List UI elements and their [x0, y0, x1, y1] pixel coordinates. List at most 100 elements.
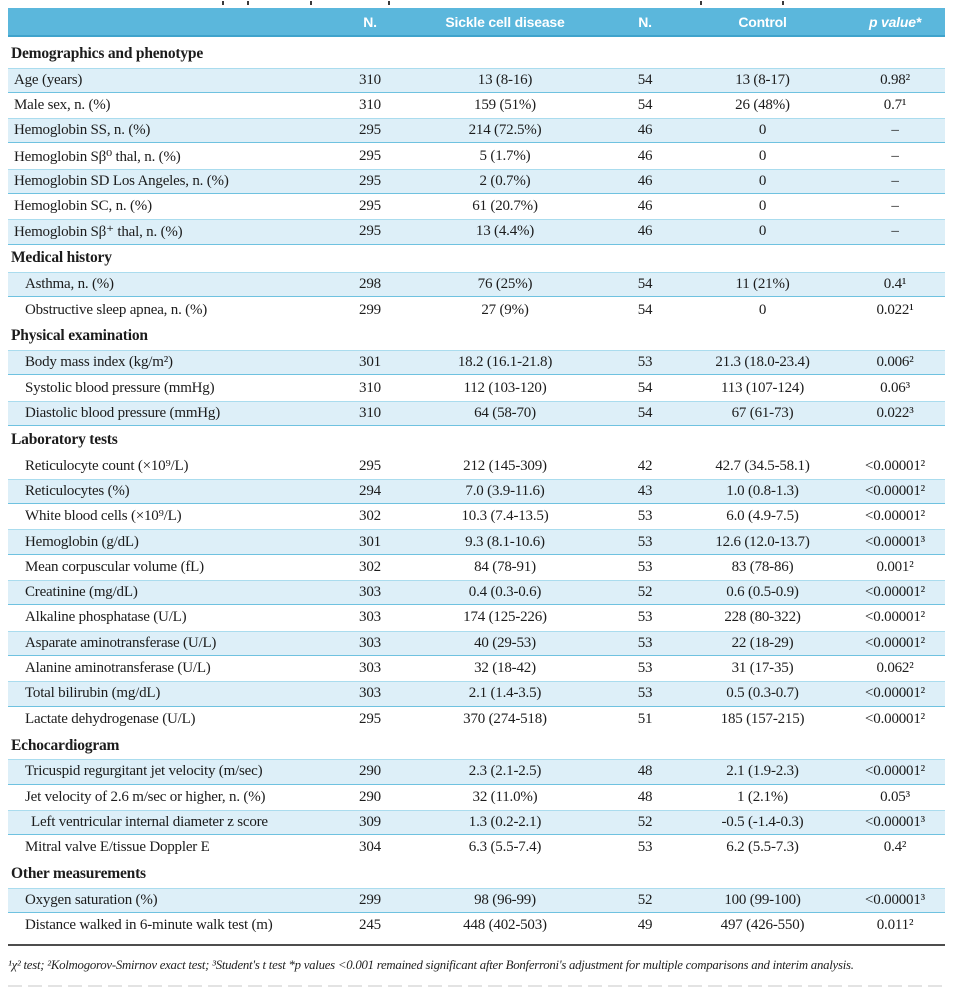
table-row: Age (years) 310 13 (8-16) 54 13 (8-17) 0.98² [8, 67, 945, 93]
n-control-cell: 54 [637, 404, 653, 421]
scd-value-cell: 2.1 (1.4-3.5) [468, 685, 542, 702]
row-label-cell: Hemoglobin SC, n. (%) [14, 198, 152, 215]
column-header-sickle-cell-disease: Sickle cell disease [445, 13, 565, 30]
footnote-divider-rule [8, 944, 945, 946]
scd-value-cell: 64 (58-70) [474, 404, 536, 421]
p-value-cell: 0.98² [880, 71, 910, 88]
row-label-cell: Hemoglobin (g/dL) [25, 533, 139, 550]
control-value-cell: 21.3 (18.0-23.4) [715, 354, 810, 371]
section-title: Physical examination [11, 327, 148, 345]
p-value-cell: <0.00001² [865, 710, 925, 727]
caption-descender-mark [782, 1, 784, 5]
table-row: White blood cells (×10⁹/L) 302 10.3 (7.4-1… [8, 504, 945, 529]
control-value-cell: 11 (21%) [735, 276, 790, 293]
p-value-cell: <0.00001² [865, 457, 925, 474]
row-label-cell: Hemoglobin SS, n. (%) [14, 122, 151, 139]
n-scd-cell: 298 [359, 276, 381, 293]
n-control-cell: 48 [637, 763, 653, 780]
control-value-cell: 0 [758, 223, 767, 240]
n-control-cell: 54 [637, 301, 653, 318]
n-scd-cell: 295 [359, 457, 381, 474]
caption-descender-mark [700, 1, 702, 5]
scd-value-cell: 2.3 (2.1-2.5) [468, 763, 542, 780]
n-scd-cell: 304 [359, 839, 381, 856]
n-scd-cell: 309 [359, 814, 381, 831]
n-scd-cell: 295 [359, 172, 381, 189]
row-label-cell: Jet velocity of 2.6 m/sec or higher, n. … [25, 788, 266, 805]
column-header-n-control: N. [638, 13, 652, 30]
table-row: Jet velocity of 2.6 m/sec or higher, n. … [8, 785, 945, 810]
scd-value-cell: 214 (72.5%) [468, 122, 542, 139]
n-control-cell: 49 [637, 917, 653, 934]
p-value-cell: – [891, 122, 899, 139]
p-value-cell: – [891, 147, 899, 164]
n-control-cell: 46 [637, 122, 653, 139]
row-label-cell: Asthma, n. (%) [25, 276, 114, 293]
n-control-cell: 46 [637, 172, 653, 189]
control-value-cell: 0 [758, 301, 767, 318]
table-row: Obstructive sleep apnea, n. (%) 299 27 (9%… [8, 297, 945, 322]
n-control-cell: 53 [637, 839, 653, 856]
scd-value-cell: 9.3 (8.1-10.6) [465, 533, 545, 550]
scd-value-cell: 2 (0.7%) [479, 172, 531, 189]
table-row: Total bilirubin (mg/dL) 303 2.1 (1.4-3.5) 5… [8, 681, 945, 707]
n-control-cell: 53 [637, 634, 653, 651]
n-scd-cell: 310 [359, 96, 381, 113]
n-scd-cell: 299 [359, 892, 381, 909]
scd-value-cell: 174 (125-226) [463, 609, 547, 626]
scd-value-cell: 32 (18-42) [474, 660, 536, 677]
p-value-cell: – [891, 198, 899, 215]
scd-value-cell: 27 (9%) [481, 301, 529, 318]
table-row: Reticulocytes (%) 294 7.0 (3.9-11.6) 43 1.0 … [8, 478, 945, 505]
n-control-cell: 53 [637, 354, 653, 371]
p-value-cell: <0.00001³ [865, 814, 925, 831]
n-control-cell: 51 [637, 710, 653, 727]
n-scd-cell: 290 [359, 763, 381, 780]
n-control-cell: 46 [637, 198, 653, 215]
n-control-cell: 53 [637, 508, 653, 525]
control-value-cell: -0.5 (-1.4-0.3) [721, 814, 804, 831]
n-scd-cell: 303 [359, 584, 381, 601]
section-title: Medical history [11, 249, 112, 267]
scd-value-cell: 18.2 (16.1-21.8) [457, 354, 553, 371]
p-value-cell: 0.011² [876, 917, 914, 934]
control-value-cell: 0 [758, 147, 767, 164]
n-scd-cell: 245 [359, 917, 381, 934]
row-label-cell: Mitral valve E/tissue Doppler E [25, 839, 210, 856]
p-value-cell: 0.4¹ [883, 276, 907, 293]
row-label-cell: White blood cells (×10⁹/L) [25, 508, 182, 525]
footnote: ¹χ² test; ²Kolmogorov-Smirnov exact test… [8, 958, 854, 972]
n-scd-cell: 303 [359, 660, 381, 677]
control-value-cell: 100 (99-100) [724, 892, 801, 909]
control-value-cell: 0.6 (0.5-0.9) [726, 584, 799, 601]
n-scd-cell: 295 [359, 710, 381, 727]
table-row: Hemoglobin (g/dL) 301 9.3 (8.1-10.6) 53 12.6… [8, 529, 945, 555]
scd-value-cell: 76 (25%) [477, 276, 533, 293]
row-label-cell: Creatinine (mg/dL) [25, 584, 138, 601]
n-control-cell: 53 [637, 609, 653, 626]
control-value-cell: 185 (157-215) [720, 710, 805, 727]
p-value-cell: <0.00001² [865, 685, 925, 702]
p-value-cell: <0.00001² [865, 634, 925, 651]
row-label-cell: Asparate aminotransferase (U/L) [25, 634, 217, 651]
control-value-cell: 1 (2.1%) [737, 788, 788, 805]
n-control-cell: 53 [637, 558, 653, 575]
scd-value-cell: 212 (145-309) [463, 457, 547, 474]
scd-value-cell: 98 (96-99) [474, 892, 536, 909]
scd-value-cell: 448 (402-503) [463, 917, 547, 934]
control-value-cell: 26 (48%) [735, 96, 790, 113]
control-value-cell: 13 (8-17) [735, 71, 790, 88]
n-scd-cell: 301 [359, 533, 381, 550]
table-row: Hemoglobin SC, n. (%) 295 61 (20.7%) 46 0 – [8, 194, 945, 219]
p-value-cell: 0.7¹ [883, 96, 907, 113]
scd-value-cell: 6.3 (5.5-7.4) [468, 839, 542, 856]
n-control-cell: 46 [637, 147, 653, 164]
row-label-cell: Left ventricular internal diameter z sco… [31, 814, 268, 831]
scd-value-cell: 7.0 (3.9-11.6) [465, 483, 545, 499]
control-value-cell: 22 (18-29) [731, 634, 794, 651]
scd-value-cell: 159 (51%) [474, 96, 536, 113]
row-label-cell: Total bilirubin (mg/dL) [25, 685, 161, 702]
control-value-cell: 113 (107-124) [720, 379, 805, 396]
n-scd-cell: 295 [359, 122, 381, 139]
n-scd-cell: 310 [359, 379, 381, 396]
